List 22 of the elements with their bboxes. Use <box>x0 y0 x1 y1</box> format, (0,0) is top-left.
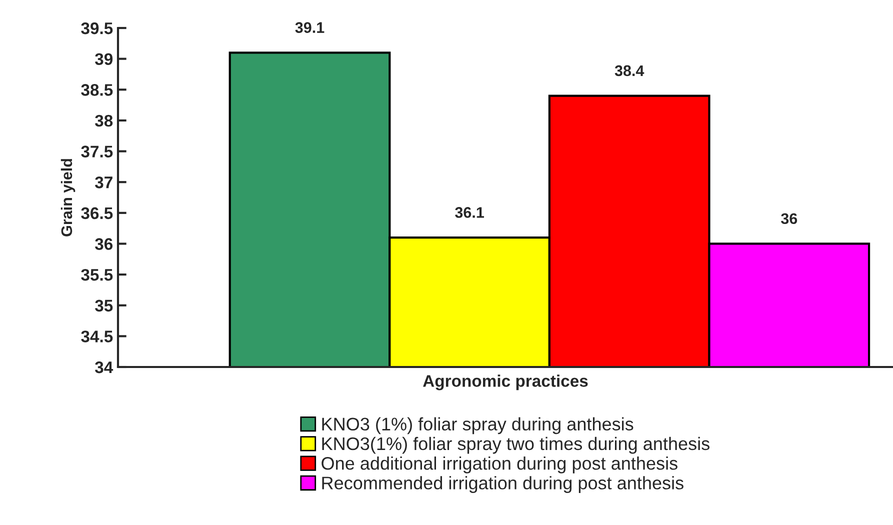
data-label: 39.1 <box>295 22 324 33</box>
y-tick-label: 38 <box>94 114 113 127</box>
legend-label: KNO3(1%) foliar spray two times during anthesis <box>322 436 710 454</box>
data-label: 36 <box>780 213 798 224</box>
y-tick-label: 35.5 <box>81 268 113 281</box>
legend-label: Recommended irrigation during post anthesis <box>322 476 684 493</box>
y-tick-label: 34 <box>94 361 114 374</box>
y-tick-label: 39.5 <box>81 22 113 34</box>
y-tick-label: 37.5 <box>81 146 113 158</box>
x-axis-title: Agronomic practices <box>423 374 588 390</box>
y-tick-label: 37 <box>94 176 112 188</box>
legend-label: One additional irrigation during post anthesis <box>322 456 678 474</box>
data-label: 38.4 <box>614 65 644 76</box>
y-tick-label: 36 <box>94 238 113 250</box>
y-tick-label: 35 <box>94 300 113 312</box>
data-label: 36.1 <box>455 207 484 218</box>
y-tick-label: 34.5 <box>81 330 113 342</box>
y-axis-title: Grain yield <box>60 159 76 236</box>
legend-label: KNO3 (1%) foliar spray during anthesis <box>322 417 634 434</box>
y-tick-label: 39 <box>94 53 113 66</box>
y-tick-label: 38.5 <box>81 84 113 96</box>
y-tick-label: 36.5 <box>81 207 113 220</box>
